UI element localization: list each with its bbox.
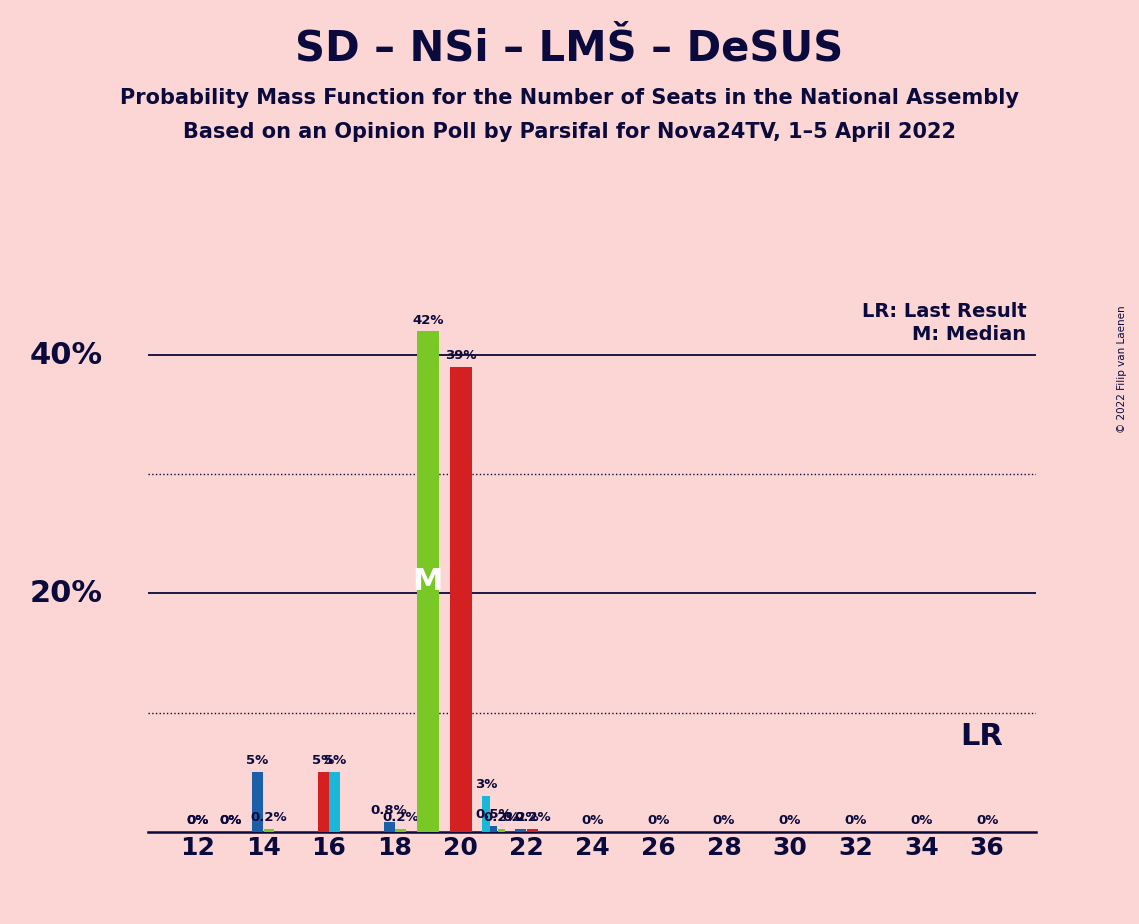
Text: 0.2%: 0.2%	[383, 811, 419, 824]
Text: M: Median: M: Median	[912, 325, 1026, 345]
Text: 20%: 20%	[30, 579, 103, 608]
Text: 0%: 0%	[187, 814, 208, 827]
Text: 0%: 0%	[976, 814, 998, 827]
Bar	[417, 332, 439, 832]
Text: 5%: 5%	[246, 754, 269, 767]
Text: 0.8%: 0.8%	[370, 804, 408, 818]
Text: 0.5%: 0.5%	[475, 808, 511, 821]
Text: 40%: 40%	[30, 341, 103, 370]
Bar	[395, 829, 407, 832]
Text: LR: Last Result: LR: Last Result	[862, 301, 1026, 321]
Bar	[482, 796, 490, 832]
Text: 0%: 0%	[844, 814, 867, 827]
Bar	[329, 772, 341, 832]
Text: 0%: 0%	[581, 814, 604, 827]
Text: 0%: 0%	[779, 814, 801, 827]
Text: 5%: 5%	[312, 754, 335, 767]
Bar	[526, 829, 538, 832]
Text: SD – NSi – LMŠ – DeSUS: SD – NSi – LMŠ – DeSUS	[295, 28, 844, 69]
Bar	[318, 772, 329, 832]
Text: 0%: 0%	[647, 814, 670, 827]
Text: 42%: 42%	[412, 313, 443, 327]
Bar	[252, 772, 263, 832]
Text: 0%: 0%	[187, 814, 208, 827]
Text: 0%: 0%	[713, 814, 735, 827]
Text: 0.2%: 0.2%	[251, 811, 287, 824]
Text: 5%: 5%	[323, 754, 346, 767]
Bar	[384, 822, 394, 832]
Text: M: M	[412, 567, 443, 596]
Text: 0%: 0%	[219, 814, 241, 827]
Text: 0.2%: 0.2%	[502, 811, 539, 824]
Bar	[498, 829, 505, 832]
Bar	[490, 826, 498, 832]
Bar	[515, 829, 526, 832]
Text: 0%: 0%	[219, 814, 241, 827]
Text: 3%: 3%	[475, 778, 497, 791]
Text: © 2022 Filip van Laenen: © 2022 Filip van Laenen	[1117, 306, 1126, 433]
Bar	[263, 829, 274, 832]
Text: LR: LR	[960, 722, 1003, 751]
Bar	[450, 367, 472, 832]
Text: Based on an Opinion Poll by Parsifal for Nova24TV, 1–5 April 2022: Based on an Opinion Poll by Parsifal for…	[183, 122, 956, 142]
Text: 0.2%: 0.2%	[483, 811, 519, 824]
Text: 0.2%: 0.2%	[514, 811, 550, 824]
Text: Probability Mass Function for the Number of Seats in the National Assembly: Probability Mass Function for the Number…	[120, 88, 1019, 108]
Text: 39%: 39%	[445, 349, 476, 362]
Text: 0%: 0%	[910, 814, 933, 827]
